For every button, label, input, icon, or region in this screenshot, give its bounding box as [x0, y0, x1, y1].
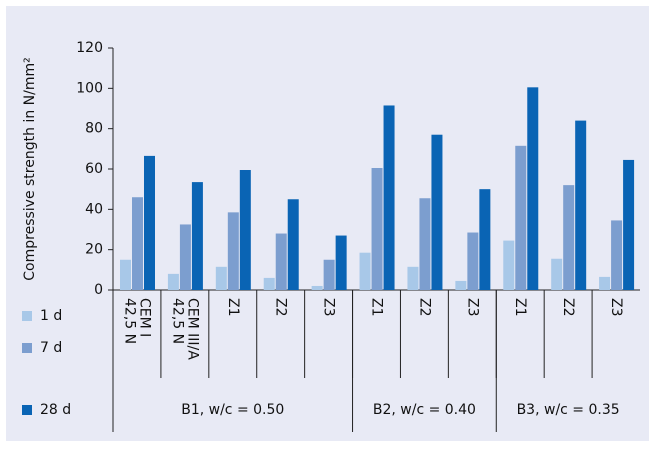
- x-tick-label: CEM I42,5 N: [121, 298, 152, 344]
- bar: [371, 167, 383, 290]
- bar: [527, 87, 539, 290]
- y-axis-label: Compressive strength in N/mm²: [22, 57, 38, 280]
- bar: [563, 185, 575, 290]
- x-tick-label: Z1: [512, 298, 528, 317]
- group-label: B3, w/c = 0.35: [517, 402, 620, 418]
- y-tick-label: 100: [76, 80, 103, 96]
- bar: [132, 197, 143, 290]
- bar: [431, 134, 443, 290]
- bar: [335, 235, 347, 290]
- bar: [263, 277, 275, 290]
- bar: [479, 189, 491, 290]
- group-label: B1, w/c = 0.50: [181, 402, 284, 418]
- bar: [575, 120, 587, 290]
- legend-label: 7 d: [40, 340, 62, 356]
- legend-label: 1 d: [40, 308, 62, 324]
- group-label: B2, w/c = 0.40: [373, 402, 476, 418]
- y-tick-label: 0: [94, 282, 103, 298]
- bar: [407, 266, 419, 290]
- bar: [144, 155, 155, 290]
- background: [6, 6, 649, 441]
- y-tick-label: 60: [85, 161, 103, 177]
- bar: [359, 252, 371, 290]
- bar: [599, 276, 611, 290]
- x-tick-label: Z3: [321, 298, 337, 317]
- bar: [503, 240, 515, 290]
- y-tick-label: 40: [85, 201, 103, 217]
- bar: [191, 182, 203, 290]
- x-tick-label: Z3: [608, 298, 624, 317]
- bar: [120, 259, 131, 290]
- bar: [611, 220, 623, 290]
- bar: [551, 258, 563, 290]
- legend-swatch: [22, 405, 32, 415]
- x-tick-label: Z3: [464, 298, 480, 317]
- bar: [179, 224, 191, 290]
- x-tick-label: Z2: [273, 298, 289, 317]
- bar: [167, 273, 179, 290]
- x-tick-label: Z2: [560, 298, 576, 317]
- bar: [467, 232, 479, 290]
- bar: [515, 145, 527, 290]
- bar: [275, 233, 287, 290]
- x-tick-label: Z1: [225, 298, 241, 317]
- bar: [455, 280, 467, 290]
- bar: [323, 259, 335, 290]
- y-tick-label: 120: [76, 40, 103, 56]
- y-tick-label: 20: [85, 242, 103, 258]
- x-tick-label: Z1: [369, 298, 385, 317]
- legend-swatch: [22, 311, 32, 321]
- x-tick-label: Z2: [416, 298, 432, 317]
- bar: [215, 266, 227, 290]
- legend-swatch: [22, 343, 32, 353]
- legend-label: 28 d: [40, 402, 71, 418]
- bar: [239, 170, 251, 290]
- bar: [287, 199, 299, 290]
- bar: [623, 159, 635, 290]
- bar: [227, 212, 239, 290]
- bar: [311, 285, 323, 290]
- bar: [419, 198, 431, 290]
- y-tick-label: 80: [85, 121, 103, 137]
- x-tick-label: CEM III/A42,5 N: [169, 298, 200, 360]
- bar: [383, 105, 395, 290]
